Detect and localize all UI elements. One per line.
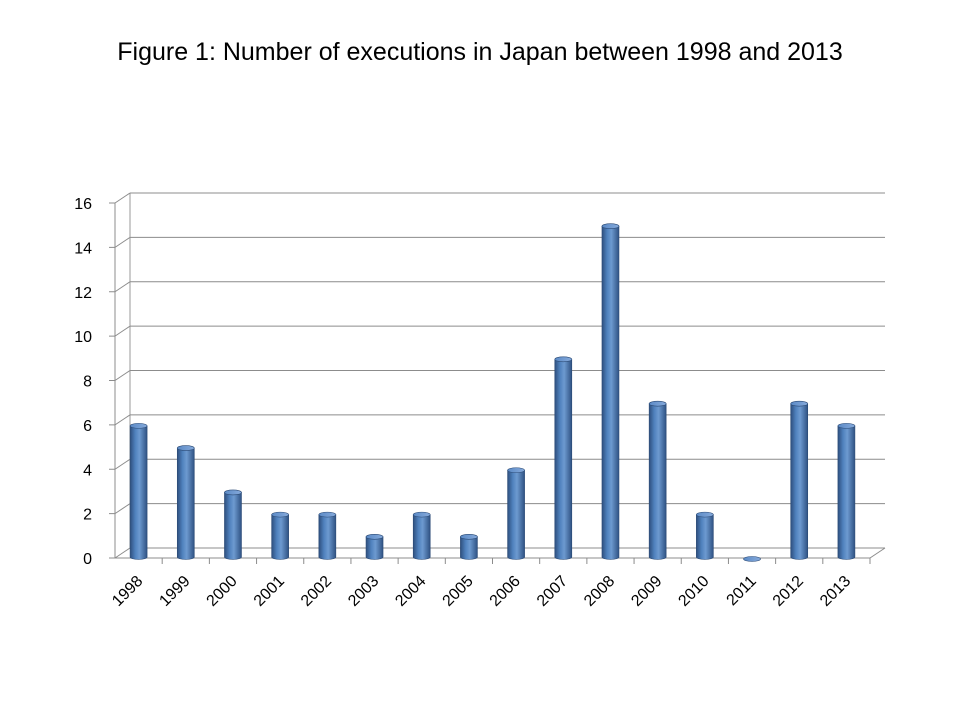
bar-cap — [790, 400, 809, 407]
bar-cap — [412, 511, 431, 518]
bar — [271, 511, 289, 560]
bar-body — [412, 514, 431, 560]
bar — [507, 467, 525, 560]
gridline-depth — [114, 458, 131, 470]
gridline-depth — [114, 414, 131, 426]
bar-body — [790, 403, 809, 560]
y-tick-label: 6 — [83, 418, 92, 435]
bar-body — [129, 425, 148, 560]
x-tick-label: 2004 — [392, 573, 429, 610]
x-tick-label: 2008 — [581, 573, 618, 610]
y-tick-label: 16 — [74, 196, 92, 213]
bar-cap — [460, 534, 478, 540]
bar-cap — [271, 511, 289, 518]
x-tick-label: 2006 — [487, 573, 524, 610]
bar-cap — [696, 511, 714, 518]
bar-cap — [648, 400, 667, 407]
bar — [790, 400, 809, 560]
bar-body — [271, 514, 289, 560]
bar-cap — [224, 489, 242, 496]
bar — [837, 423, 856, 560]
y-axis-tick-labels: 0 2 4 6 8 10 12 14 16 — [74, 196, 92, 568]
floor-depth-edge — [869, 547, 886, 559]
bar — [554, 356, 573, 560]
bar-cap — [129, 423, 148, 429]
bar-cap — [176, 445, 195, 451]
bar — [648, 400, 667, 560]
y-tick-label: 4 — [83, 462, 92, 479]
bar — [601, 223, 620, 560]
x-tick-label: 2009 — [628, 573, 665, 610]
x-tick-label: 2012 — [770, 573, 807, 610]
bar-body — [460, 536, 478, 560]
bar-body — [696, 514, 714, 560]
bar-body — [318, 514, 337, 560]
gridline-depth — [114, 281, 131, 293]
gridline-depth — [114, 503, 131, 515]
y-tick-label: 14 — [74, 240, 92, 257]
x-axis-tick-labels: 1998 1999 2000 2001 2002 2003 2004 2005 2006 2007… — [109, 573, 854, 610]
x-tick-label: 2013 — [817, 573, 854, 610]
bar — [129, 423, 148, 560]
gridline-depth — [114, 236, 131, 248]
bar-body — [507, 469, 525, 560]
bar-body — [648, 403, 667, 560]
bar-body — [365, 536, 384, 560]
bar-cap — [507, 467, 525, 474]
page-title: Figure 1: Number of executions in Japan … — [117, 38, 843, 66]
bar-cap — [601, 223, 620, 229]
bar-body — [601, 225, 620, 560]
bar — [224, 489, 242, 560]
gridline-depth — [114, 192, 131, 204]
bar — [460, 534, 478, 560]
x-tick-label: 2000 — [204, 573, 241, 610]
bar — [176, 445, 195, 560]
y-tick-label: 10 — [74, 329, 92, 346]
x-tick-label: 2002 — [298, 573, 335, 610]
x-tick-label: 2010 — [675, 573, 712, 610]
bar — [696, 511, 714, 560]
bar-cap — [554, 356, 573, 363]
bar — [412, 511, 431, 560]
bar-body — [176, 447, 195, 560]
bar-body — [554, 359, 573, 560]
gridline-depth — [114, 325, 131, 337]
x-tick-label: 2011 — [724, 573, 760, 609]
x-tick-label: 2005 — [440, 573, 477, 610]
x-tick-label: 2007 — [534, 573, 571, 610]
x-tick-label: 2001 — [251, 573, 288, 610]
y-tick-label: 0 — [83, 551, 92, 568]
bar-cap — [743, 556, 761, 562]
y-tick-label: 2 — [83, 507, 92, 524]
bar — [365, 534, 384, 560]
bar-body — [224, 492, 242, 560]
bar — [318, 511, 337, 560]
bar-body — [837, 425, 856, 560]
x-tick-label: 1999 — [156, 573, 193, 610]
chart-bars — [129, 223, 856, 562]
bar — [743, 556, 761, 562]
x-tick-label: 1998 — [109, 573, 146, 610]
x-tick-label: 2003 — [345, 573, 382, 610]
bar-cap — [318, 511, 337, 518]
gridline-depth — [114, 547, 131, 559]
gridline-depth — [114, 370, 131, 381]
bar-cap — [365, 534, 384, 540]
bar-cap — [837, 423, 856, 429]
y-tick-label: 12 — [74, 285, 92, 302]
y-tick-label: 8 — [83, 374, 92, 391]
